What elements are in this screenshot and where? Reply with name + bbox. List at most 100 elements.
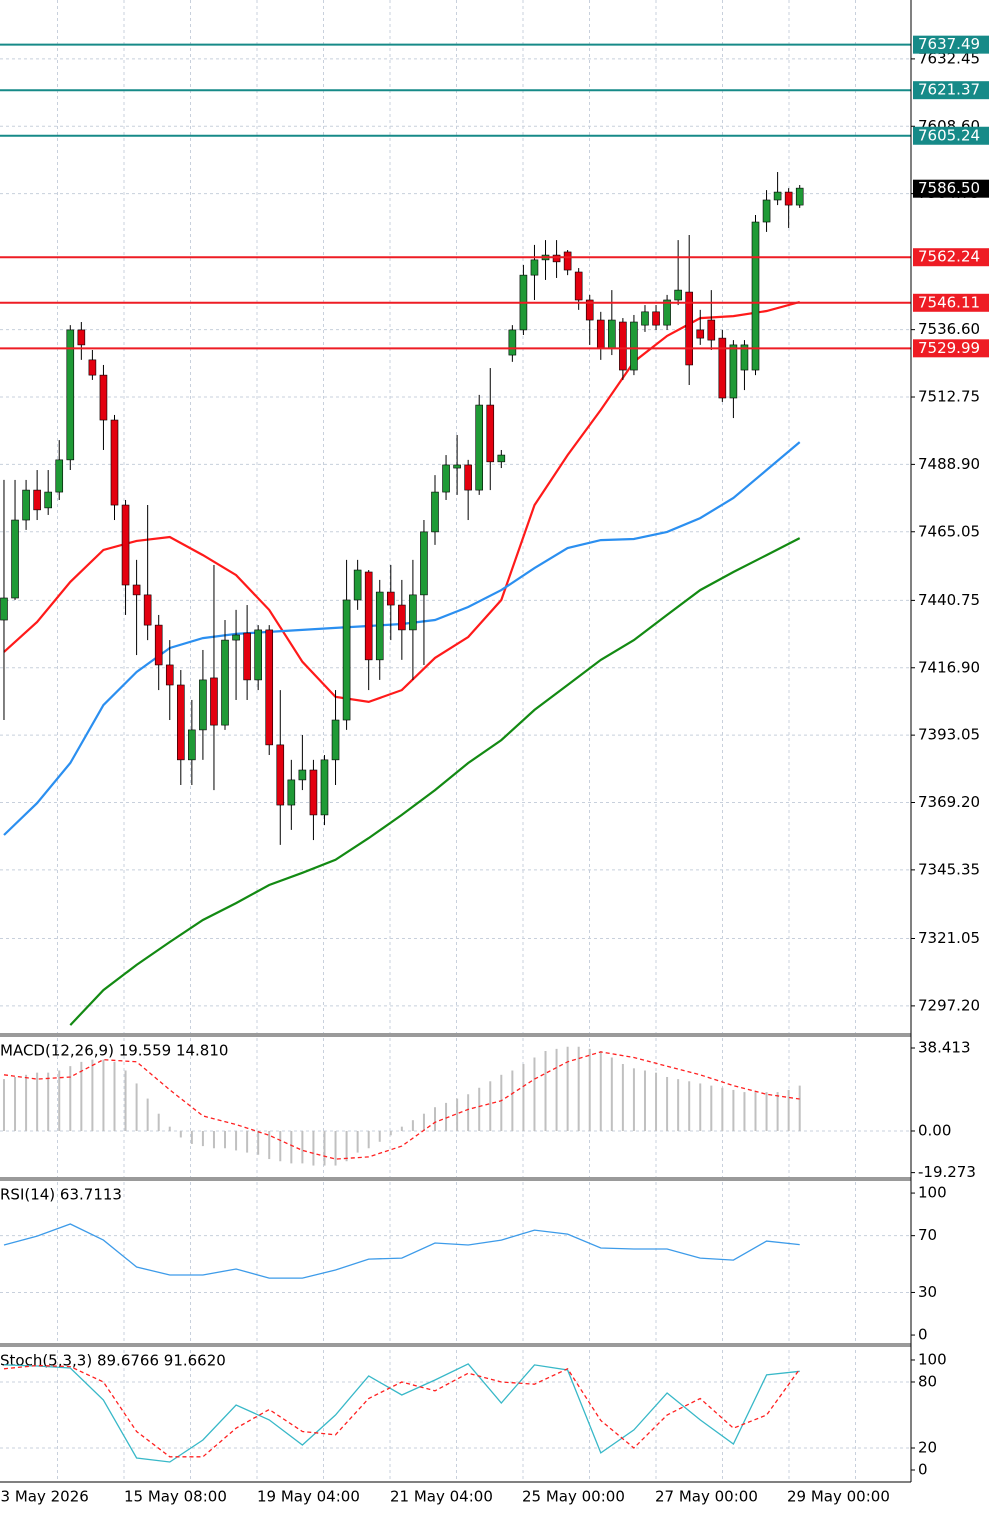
candle-body — [342, 599, 351, 721]
y-tick-label: 7297.20 — [918, 996, 980, 1014]
candle-body — [552, 254, 561, 263]
candle-body — [188, 729, 196, 761]
candle-body — [331, 719, 340, 761]
candle-body — [364, 571, 373, 661]
level-label-box — [913, 293, 989, 312]
y-tick-label: 7632.45 — [918, 49, 980, 67]
panel: 100 70 30 0 RSI(14) 63.7113 — [0, 1184, 947, 1344]
candle-body — [663, 299, 671, 326]
y-tick-label: 0 — [918, 1326, 928, 1344]
level-label: 7605.24 — [918, 126, 980, 144]
y-tick-label: 80 — [918, 1372, 937, 1390]
candle-body — [121, 504, 130, 586]
candle-body — [574, 271, 583, 301]
y-tick-label: 0 — [918, 1460, 928, 1478]
x-tick-label: 27 May 00:00 — [655, 1488, 758, 1506]
y-tick-label: 7465.05 — [918, 522, 980, 540]
y-tick-label: 7393.05 — [918, 726, 980, 744]
candle-body — [375, 591, 384, 661]
candle-body — [55, 459, 64, 493]
panel: 7632.457608.607584.757536.607512.757488.… — [0, 35, 989, 1026]
candle-body — [740, 344, 749, 371]
level-label: 7546.11 — [918, 293, 980, 311]
candle-body — [320, 759, 329, 816]
candle-body — [44, 491, 52, 509]
indicator-line — [3, 1364, 801, 1458]
y-tick-label: 70 — [918, 1226, 937, 1244]
candle-body — [431, 491, 439, 533]
candle-body — [99, 374, 108, 421]
candle-body — [641, 311, 649, 326]
x-tick-label: 21 May 04:00 — [390, 1488, 493, 1506]
y-tick-label: 7369.20 — [918, 793, 980, 811]
indicator-line — [3, 1223, 800, 1279]
candle-body — [420, 531, 428, 596]
candle-body — [143, 594, 152, 626]
candle-body — [508, 329, 517, 356]
y-tick-label: -19.273 — [918, 1163, 976, 1181]
indicator-title: Stoch(5,3,3) 89.6766 91.6620 — [0, 1352, 226, 1370]
candle-body — [353, 569, 362, 601]
candle-body — [652, 311, 660, 326]
candle-body — [132, 584, 141, 596]
level-label-box — [913, 81, 989, 100]
candle-body — [0, 597, 8, 621]
indicator-line — [3, 300, 800, 704]
candle-body — [674, 289, 682, 301]
level-label: 7621.37 — [918, 81, 980, 99]
candle-body — [22, 489, 30, 521]
indicator-line — [3, 1051, 800, 1160]
candle-body — [685, 291, 693, 366]
candle-body — [718, 337, 727, 399]
candle-body — [530, 259, 539, 276]
level-label-box — [913, 248, 989, 267]
candle-body — [596, 319, 605, 349]
level-label: 7529.99 — [918, 339, 980, 357]
candle-body — [298, 769, 307, 781]
candle-body — [221, 639, 229, 726]
candle-body — [497, 454, 506, 463]
candle-body — [232, 634, 240, 641]
candle-body — [630, 321, 638, 371]
candle-body — [563, 251, 572, 271]
candle-body — [729, 344, 738, 399]
candle-body — [11, 519, 19, 599]
y-tick-label: 7345.35 — [918, 860, 980, 878]
panel-separator — [0, 1177, 911, 1181]
y-tick-label: 7321.05 — [918, 929, 980, 947]
x-tick-label: 13 May 2026 — [0, 1488, 89, 1506]
indicator-title: MACD(12,26,9) 19.559 14.810 — [0, 1042, 228, 1060]
panel-separator — [0, 1033, 911, 1037]
candle-body — [210, 677, 218, 726]
candle-body — [696, 329, 705, 339]
candle-body — [442, 464, 450, 493]
candle-body — [453, 464, 461, 469]
candle-body — [154, 624, 163, 666]
y-tick-label: 100 — [918, 1350, 947, 1368]
level-label-box — [913, 126, 989, 145]
candle-body — [254, 629, 262, 681]
candle-body — [287, 779, 296, 806]
last-price-box — [913, 179, 989, 198]
y-tick-label: 20 — [918, 1438, 937, 1456]
y-tick-label: 7440.75 — [918, 591, 980, 609]
y-tick-label: 30 — [918, 1283, 937, 1301]
candle-body — [762, 199, 771, 223]
candle-body — [795, 187, 804, 206]
candle-body — [585, 299, 594, 321]
last-price-label: 7586.50 — [918, 179, 980, 197]
indicator-line — [69, 537, 801, 1026]
y-tick-label: 7512.75 — [918, 388, 980, 406]
candle-body — [707, 319, 716, 341]
candle-body — [110, 419, 119, 506]
level-label: 7637.49 — [918, 35, 980, 53]
y-tick-label: 7488.90 — [918, 455, 980, 473]
candle-body — [398, 604, 406, 631]
candle-body — [33, 489, 41, 511]
candle-body — [464, 464, 472, 491]
x-tick-label: 25 May 00:00 — [522, 1488, 625, 1506]
panel: 100 80 20 0 Stoch(5,3,3) 89.6766 91.6620 — [0, 1350, 947, 1478]
candle-body — [243, 632, 251, 681]
candle-body — [784, 191, 793, 206]
